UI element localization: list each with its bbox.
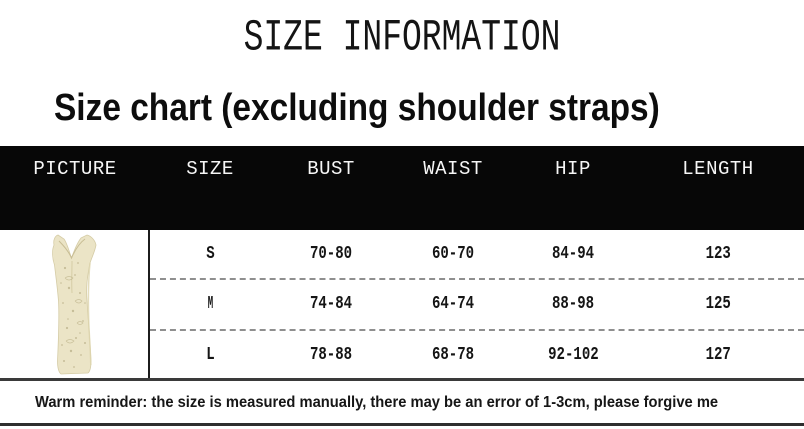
size-value: M [207, 294, 213, 315]
table-row-m: M 74-84 64-74 88-98 125 [150, 280, 804, 331]
column-header-hip: HIP [555, 158, 591, 180]
size-value: S [205, 244, 215, 265]
hip-value: 88-98 [551, 294, 595, 315]
size-table-body: S 70-80 60-70 84-94 123 M 74-84 64-74 88… [0, 230, 804, 379]
waist-value: 68-78 [431, 344, 475, 365]
bust-value: 74-84 [309, 294, 353, 315]
column-header-size: SIZE [186, 158, 234, 180]
bust-value: 78-88 [309, 344, 353, 365]
hip-value: 84-94 [551, 244, 595, 265]
waist-value: 64-74 [431, 294, 475, 315]
column-header-waist: WAIST [423, 158, 483, 180]
column-header-bust: BUST [307, 158, 355, 180]
warm-reminder-text: Warm reminder: the size is measured manu… [35, 394, 719, 411]
hip-value: 92-102 [547, 344, 599, 365]
page-title: SIZE INFORMATION [243, 12, 561, 64]
dress-product-image [52, 234, 97, 375]
table-bottom-divider [0, 378, 804, 381]
length-value: 127 [705, 344, 731, 365]
table-row-l: L 78-88 68-78 92-102 127 [150, 331, 804, 379]
length-value: 125 [705, 294, 731, 315]
size-rows: S 70-80 60-70 84-94 123 M 74-84 64-74 88… [150, 230, 804, 379]
size-value: L [205, 344, 215, 365]
picture-column-cell [0, 230, 150, 379]
length-value: 123 [705, 244, 731, 265]
table-header-bar: PICTURE SIZE BUST WAIST HIP LENGTH [0, 146, 804, 230]
size-chart-subtitle: Size chart (excluding shoulder straps) [54, 87, 660, 129]
table-row-s: S 70-80 60-70 84-94 123 [150, 230, 804, 281]
bust-value: 70-80 [309, 244, 353, 265]
column-header-length: LENGTH [682, 158, 754, 180]
waist-value: 60-70 [431, 244, 475, 265]
page-bottom-divider [0, 423, 804, 426]
column-header-picture: PICTURE [33, 158, 117, 180]
